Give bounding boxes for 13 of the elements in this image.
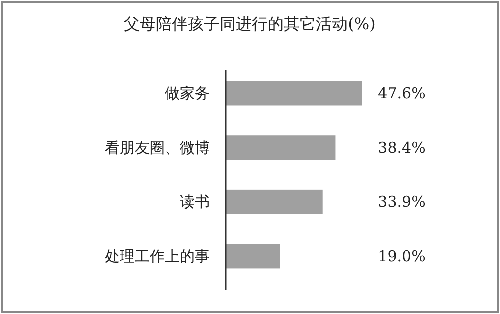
data-label: 19.0%: [378, 247, 426, 266]
bar: [226, 244, 280, 269]
y-tick-label: 看朋友圈、微博: [105, 138, 210, 157]
y-tick-label: 读书: [180, 193, 210, 212]
y-tick-label: 处理工作上的事: [105, 247, 210, 266]
bar: [226, 81, 362, 106]
bar: [226, 136, 336, 160]
y-tick-label: 做家务: [165, 84, 210, 103]
data-label: 47.6%: [378, 84, 426, 103]
data-label: 38.4%: [378, 138, 426, 157]
chart-title: 父母陪伴孩子同进行的其它活动(%): [124, 14, 376, 34]
bar: [226, 190, 323, 214]
data-label: 33.9%: [378, 193, 426, 212]
